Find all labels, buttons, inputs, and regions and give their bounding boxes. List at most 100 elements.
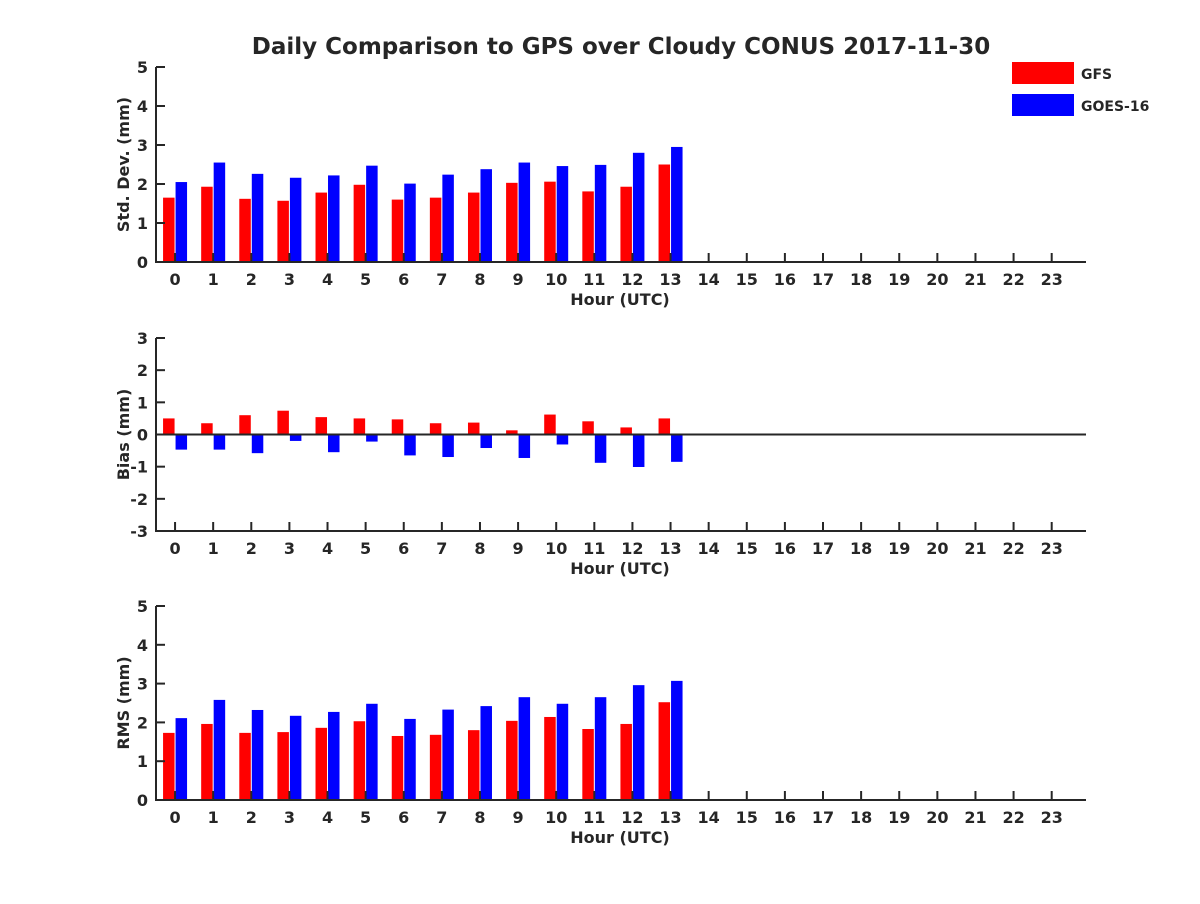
bar-gfs-hour-7	[429, 423, 442, 435]
bar-goes16-hour-13	[671, 146, 683, 262]
y-tick-label: 3	[137, 329, 148, 348]
x-tick-label: 1	[208, 808, 219, 827]
x-tick-label: 13	[659, 270, 681, 289]
chart-title: Daily Comparison to GPS over Cloudy CONU…	[252, 34, 990, 60]
bar-goes16-hour-6	[404, 718, 416, 800]
bar-goes16-hour-7	[442, 174, 454, 262]
bar-goes16-hour-11	[594, 697, 607, 800]
x-tick-label: 18	[850, 539, 872, 558]
bar-gfs-hour-11	[582, 191, 594, 262]
bar-gfs-hour-3	[277, 410, 289, 435]
x-tick-label: 3	[284, 539, 295, 558]
x-tick-label: 0	[169, 270, 180, 289]
y-tick-label: 2	[137, 175, 148, 194]
x-tick-label: 17	[812, 270, 834, 289]
y-tick-label: -3	[130, 522, 148, 541]
x-tick-label: 23	[1041, 270, 1063, 289]
bar-goes16-hour-2	[251, 173, 264, 262]
x-tick-label: 12	[621, 808, 643, 827]
y-tick-label: 0	[137, 253, 148, 272]
x-tick-label: 13	[659, 539, 681, 558]
bar-gfs-hour-10	[544, 181, 556, 262]
bar-gfs-hour-12	[620, 723, 632, 800]
bar-goes16-hour-12	[632, 434, 645, 467]
y-tick-label: -1	[130, 458, 148, 477]
bar-goes16-hour-1	[213, 162, 226, 262]
x-tick-label: 15	[736, 270, 758, 289]
x-tick-label: 19	[888, 808, 910, 827]
x-tick-label: 0	[169, 808, 180, 827]
x-tick-label: 1	[208, 539, 219, 558]
bar-goes16-hour-5	[366, 703, 378, 800]
y-tick-label: 4	[137, 97, 148, 116]
bar-goes16-hour-3	[289, 715, 302, 800]
x-tick-label: 16	[774, 539, 796, 558]
x-tick-label: 5	[360, 539, 371, 558]
x-tick-label: 4	[322, 270, 333, 289]
x-tick-label: 7	[436, 270, 447, 289]
bar-goes16-hour-12	[632, 685, 645, 800]
bar-goes16-hour-0	[175, 182, 188, 262]
y-tick-label: 4	[137, 636, 148, 655]
x-tick-label: 8	[474, 270, 485, 289]
legend-swatch-gfs	[1012, 62, 1074, 84]
legend-label: GOES-16	[1081, 99, 1149, 115]
x-tick-label: 3	[284, 808, 295, 827]
bar-gfs-hour-0	[163, 418, 175, 435]
x-tick-label: 9	[513, 539, 524, 558]
x-tick-label: 6	[398, 808, 409, 827]
x-tick-label: 11	[583, 539, 605, 558]
bar-gfs-hour-6	[391, 199, 404, 262]
bar-gfs-hour-2	[239, 415, 251, 435]
x-tick-label: 22	[1002, 808, 1024, 827]
bar-gfs-hour-1	[201, 423, 213, 435]
x-tick-label: 17	[812, 808, 834, 827]
x-tick-label: 7	[436, 808, 447, 827]
y-tick-label: 5	[137, 597, 148, 616]
bar-gfs-hour-5	[353, 418, 366, 435]
bar-goes16-hour-10	[556, 434, 569, 445]
bar-gfs-hour-6	[391, 735, 404, 800]
bar-gfs-hour-8	[467, 422, 480, 435]
bar-goes16-hour-12	[632, 152, 645, 262]
bar-gfs-hour-7	[429, 197, 442, 262]
x-tick-label: 11	[583, 808, 605, 827]
bar-gfs-hour-2	[239, 198, 251, 262]
x-tick-label: 20	[926, 808, 948, 827]
bar-goes16-hour-5	[366, 434, 378, 442]
x-tick-label: 14	[698, 808, 720, 827]
x-tick-label: 17	[812, 539, 834, 558]
x-tick-label: 22	[1002, 270, 1024, 289]
y-tick-label: 3	[137, 675, 148, 694]
bar-gfs-hour-4	[315, 727, 328, 800]
x-tick-label: 12	[621, 539, 643, 558]
y-axis-label: RMS (mm)	[114, 656, 133, 749]
bar-gfs-hour-6	[391, 419, 404, 435]
y-tick-label: 0	[137, 791, 148, 810]
bar-goes16-hour-5	[366, 165, 378, 262]
x-tick-label: 15	[736, 539, 758, 558]
bar-gfs-hour-12	[620, 427, 632, 435]
bar-goes16-hour-0	[175, 718, 188, 800]
x-tick-label: 18	[850, 270, 872, 289]
bar-gfs-hour-3	[277, 732, 289, 800]
x-tick-label: 14	[698, 539, 720, 558]
x-tick-label: 20	[926, 539, 948, 558]
bar-gfs-hour-8	[467, 192, 480, 262]
x-tick-label: 6	[398, 270, 409, 289]
x-tick-label: 9	[513, 808, 524, 827]
x-tick-label: 19	[888, 270, 910, 289]
x-tick-label: 2	[246, 270, 257, 289]
bar-goes16-hour-3	[289, 434, 302, 441]
bar-gfs-hour-3	[277, 200, 289, 262]
x-tick-label: 22	[1002, 539, 1024, 558]
x-tick-label: 4	[322, 808, 333, 827]
x-tick-label: 15	[736, 808, 758, 827]
bar-gfs-hour-9	[506, 720, 518, 800]
bar-gfs-hour-0	[163, 197, 175, 262]
x-tick-label: 13	[659, 808, 681, 827]
x-tick-label: 21	[964, 270, 986, 289]
